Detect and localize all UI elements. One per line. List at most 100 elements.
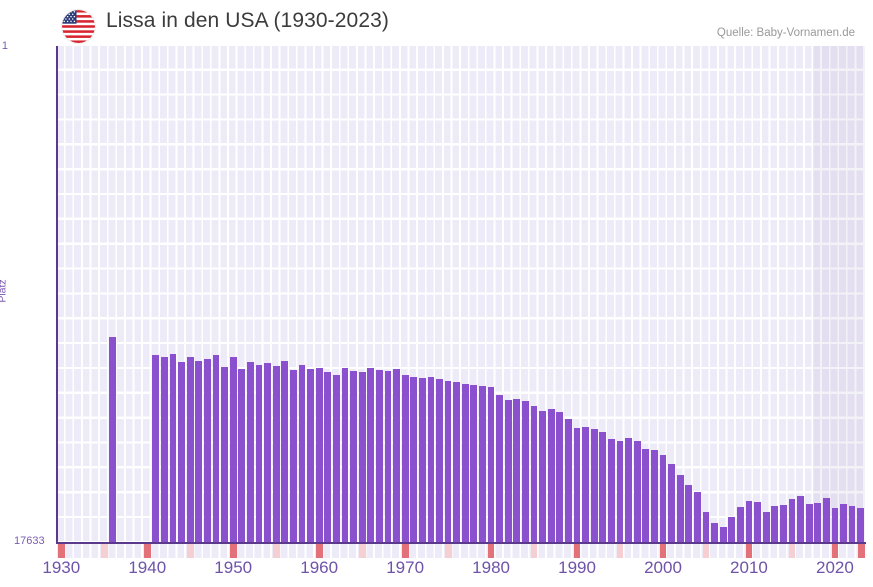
bar — [736, 507, 744, 543]
x-tick-swatch — [358, 544, 366, 558]
bar — [393, 369, 400, 543]
bar — [470, 385, 478, 543]
bar — [324, 372, 332, 543]
bar — [204, 359, 211, 543]
page-title: Lissa in den USA (1930-2023) — [106, 9, 389, 32]
bar — [384, 371, 392, 543]
x-axis-tick-label: 2020 — [815, 558, 854, 577]
x-axis-tick-label: 2010 — [730, 558, 768, 577]
bar — [659, 455, 667, 543]
x-axis-tick-label: 1930 — [42, 558, 81, 577]
bar — [582, 427, 590, 543]
x-axis-tick-label: 1980 — [472, 558, 510, 577]
bar — [530, 406, 538, 543]
bar — [358, 372, 366, 543]
bar — [410, 377, 418, 543]
bar — [565, 419, 572, 543]
bar — [590, 429, 598, 543]
bar — [496, 395, 504, 543]
chart-header: Lissa in den USA (1930-2023) Quelle: Bab… — [0, 0, 873, 44]
bar — [255, 365, 263, 543]
x-axis-tick-label: 1950 — [214, 558, 253, 577]
bar — [298, 365, 306, 543]
bar — [745, 501, 753, 543]
bar — [195, 361, 203, 543]
bar — [668, 464, 675, 543]
bar — [651, 450, 658, 543]
bar — [332, 375, 340, 543]
bar — [762, 512, 770, 543]
x-tick-swatch — [659, 544, 667, 558]
x-tick-swatch — [616, 544, 624, 558]
bar — [341, 368, 349, 543]
source-note: Quelle: Baby-Vornamen.de — [716, 27, 855, 39]
y-axis-title: Platz — [0, 279, 9, 303]
x-tick-swatch — [444, 544, 452, 558]
x-tick-swatch — [315, 544, 323, 558]
bar — [522, 401, 529, 543]
bar — [367, 368, 375, 543]
x-tick-swatch — [186, 544, 194, 558]
bar — [178, 362, 186, 543]
x-tick-swatch — [487, 544, 495, 558]
bar — [169, 354, 177, 543]
x-axis-tick-swatches — [57, 544, 865, 558]
x-tick-swatch — [858, 544, 865, 558]
bar — [754, 502, 761, 543]
bar — [547, 409, 555, 543]
bar — [556, 412, 564, 543]
bar — [264, 363, 271, 543]
bar — [797, 496, 804, 543]
bar — [805, 504, 813, 543]
bar — [401, 375, 409, 543]
x-axis-line — [56, 542, 866, 544]
bar — [702, 512, 710, 543]
bar — [427, 377, 435, 543]
plot-area — [57, 46, 865, 543]
bar — [573, 428, 581, 543]
bar — [685, 485, 693, 543]
y-axis-line — [56, 46, 58, 544]
bar — [616, 441, 624, 543]
x-tick-swatch — [702, 544, 710, 558]
bar — [453, 382, 461, 543]
bars-layer — [57, 46, 865, 543]
bar — [814, 503, 822, 543]
x-axis-tick-label: 1990 — [558, 558, 596, 577]
bar — [161, 357, 168, 543]
bar — [487, 387, 495, 543]
bar — [436, 379, 443, 543]
bar — [779, 505, 787, 543]
bar — [711, 523, 718, 543]
bar — [221, 367, 228, 543]
bar — [504, 400, 512, 543]
bar — [633, 441, 641, 543]
x-tick-swatch — [272, 544, 280, 558]
bar — [307, 369, 314, 543]
bar — [719, 527, 727, 543]
x-tick-swatch — [831, 544, 839, 558]
bar — [693, 492, 701, 543]
bar — [238, 369, 246, 543]
bar — [625, 438, 632, 543]
y-axis-top-label: 1 — [1, 40, 8, 52]
shaded-incomplete-region — [813, 46, 865, 543]
bar — [281, 361, 289, 543]
bar — [608, 439, 615, 543]
bar — [212, 355, 220, 543]
x-tick-swatch — [229, 544, 237, 558]
x-tick-swatch — [530, 544, 538, 558]
x-tick-swatch — [401, 544, 409, 558]
x-axis-tick-label: 1940 — [128, 558, 167, 577]
x-axis-tick-label: 1960 — [300, 558, 339, 577]
bar — [676, 475, 684, 543]
bar — [186, 357, 194, 543]
bar — [315, 368, 323, 543]
x-tick-swatch — [143, 544, 151, 558]
x-tick-swatch — [573, 544, 581, 558]
x-axis-tick-label: 2000 — [644, 558, 682, 577]
bar — [848, 506, 856, 543]
bar — [513, 399, 521, 543]
bar — [418, 378, 426, 543]
